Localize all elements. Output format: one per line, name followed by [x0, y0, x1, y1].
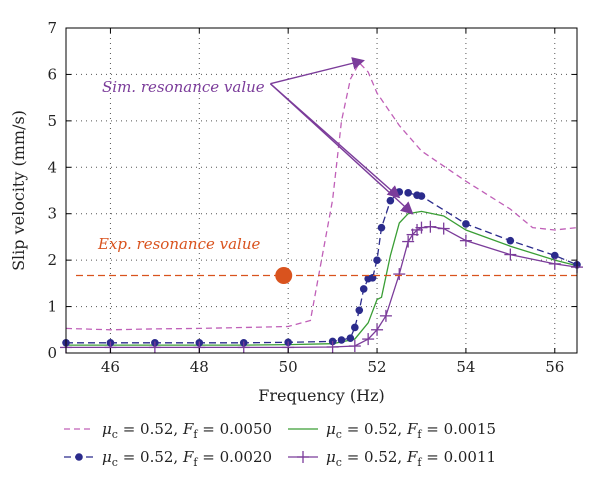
legend-label-part: F [406, 448, 418, 466]
y-tick-label: 1 [47, 298, 57, 316]
series-line-4 [66, 226, 578, 349]
legend-label-part: = 0.0020 [197, 448, 272, 466]
series-line-2 [66, 191, 578, 344]
data-point [362, 333, 375, 346]
legend-label-part: = 0.52, [118, 420, 183, 438]
y-axis-label: Slip velocity (mm/s) [9, 110, 28, 271]
y-tick-label: 3 [47, 205, 57, 223]
series-line-1 [65, 61, 578, 331]
x-tick-label: 56 [545, 358, 564, 376]
annotation-exp-resonance: Exp. resonance value [97, 235, 261, 253]
grid [66, 28, 577, 353]
legend-label: μc = 0.52, Ff = 0.0020 [102, 448, 272, 469]
data-point [326, 340, 339, 353]
data-point [373, 256, 381, 264]
legend-label-part: = 0.52, [342, 420, 407, 438]
data-point [417, 192, 426, 200]
y-tick-label: 2 [47, 251, 57, 269]
legend-label-part: F [182, 420, 194, 438]
data-point [404, 189, 412, 197]
legend-label: μc = 0.52, Ff = 0.0015 [326, 420, 496, 441]
legend-label-part: = 0.52, [118, 448, 183, 466]
data-point [462, 220, 470, 228]
legend-label-part: μ [102, 420, 112, 438]
x-tick-label: 48 [190, 358, 209, 376]
data-point [506, 236, 515, 245]
data-point [424, 220, 437, 233]
legend-label-part: c [112, 428, 118, 441]
legend-entry-2: μc = 0.52, Ff = 0.0020 [64, 448, 272, 469]
annotations-layer: Sim. resonance value Exp. resonance value [97, 57, 414, 253]
legend-label: μc = 0.52, Ff = 0.0050 [102, 420, 272, 441]
reference-layer [76, 266, 577, 284]
legend-label-part: = 0.0015 [421, 420, 496, 438]
data-point [237, 341, 250, 354]
data-point [377, 223, 386, 232]
series-line-3 [66, 210, 578, 346]
legend-label-part: = 0.0050 [197, 420, 272, 438]
data-point [386, 196, 395, 205]
x-tick-label: 50 [279, 358, 298, 376]
y-tick-label: 5 [47, 112, 57, 130]
data-point [348, 340, 361, 353]
legend-label-part: = 0.0011 [421, 448, 496, 466]
legend-label-part: f [193, 428, 198, 441]
legend-label-part: f [417, 456, 422, 469]
experimental-point [275, 266, 293, 284]
legend-label-part: = 0.52, [342, 448, 407, 466]
data-point [371, 323, 384, 336]
data-point [550, 251, 559, 260]
data-point [148, 341, 161, 354]
annotation-arrow-3 [269, 83, 414, 215]
plot-frame [65, 27, 578, 354]
x-tick-label: 54 [456, 358, 475, 376]
data-point [402, 235, 415, 248]
annotation-arrow-1 [270, 57, 365, 85]
data-point [379, 309, 392, 322]
y-tick-label: 4 [47, 158, 57, 176]
legend-label-part: μ [326, 448, 336, 466]
x-tick-label: 52 [367, 358, 386, 376]
annotation-sim-resonance: Sim. resonance value [102, 78, 265, 96]
y-tick-label: 0 [47, 344, 57, 362]
y-tick-label: 6 [47, 65, 57, 83]
legend-label-part: F [182, 448, 194, 466]
legend-entry-3: μc = 0.52, Ff = 0.0015 [288, 420, 496, 441]
y-tick-label: 7 [47, 19, 57, 37]
legend-label-part: f [193, 456, 198, 469]
data-point [346, 334, 355, 342]
x-tick-label: 46 [101, 358, 120, 376]
legend-label-part: c [112, 456, 118, 469]
data-point [355, 306, 364, 315]
legend-label-part: F [406, 420, 418, 438]
data-point [415, 221, 428, 234]
data-point [337, 336, 346, 344]
legend-entry-4: μc = 0.52, Ff = 0.0011 [288, 448, 496, 469]
data-point [548, 257, 561, 270]
data-point [351, 323, 359, 332]
legend-swatch-marker [75, 453, 83, 461]
data-point [459, 234, 472, 247]
legend-label-part: c [336, 456, 342, 469]
legend-entry-1: μc = 0.52, Ff = 0.0050 [64, 420, 272, 441]
legend-label: μc = 0.52, Ff = 0.0011 [326, 448, 496, 469]
data-point [504, 248, 517, 261]
legend-label-part: μ [326, 420, 336, 438]
data-point [393, 268, 406, 281]
data-point [437, 222, 450, 235]
series-layer [65, 61, 578, 349]
legend-label-part: μ [102, 448, 112, 466]
data-point [359, 285, 368, 293]
x-axis-label: Frequency (Hz) [258, 386, 385, 405]
legend-label-part: c [336, 428, 342, 441]
legend-label-part: f [417, 428, 422, 441]
